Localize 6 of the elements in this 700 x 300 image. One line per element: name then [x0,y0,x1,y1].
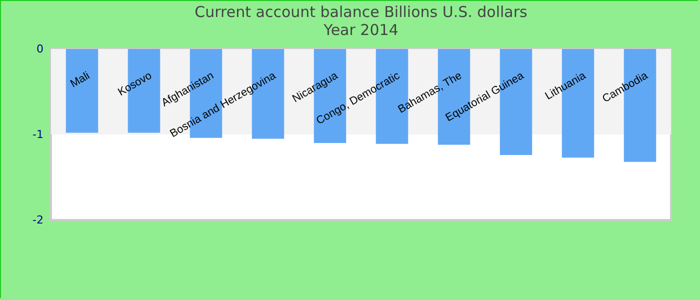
y-tick-label: 0 [36,42,44,56]
y-tick-label: -1 [32,128,44,141]
chart-title: Current account balance Billions U.S. dollars [194,3,528,21]
x-tick-label: Mali [68,70,92,90]
chart-subtitle: Year 2014 [322,21,398,39]
y-tick-label: -2 [32,214,44,226]
